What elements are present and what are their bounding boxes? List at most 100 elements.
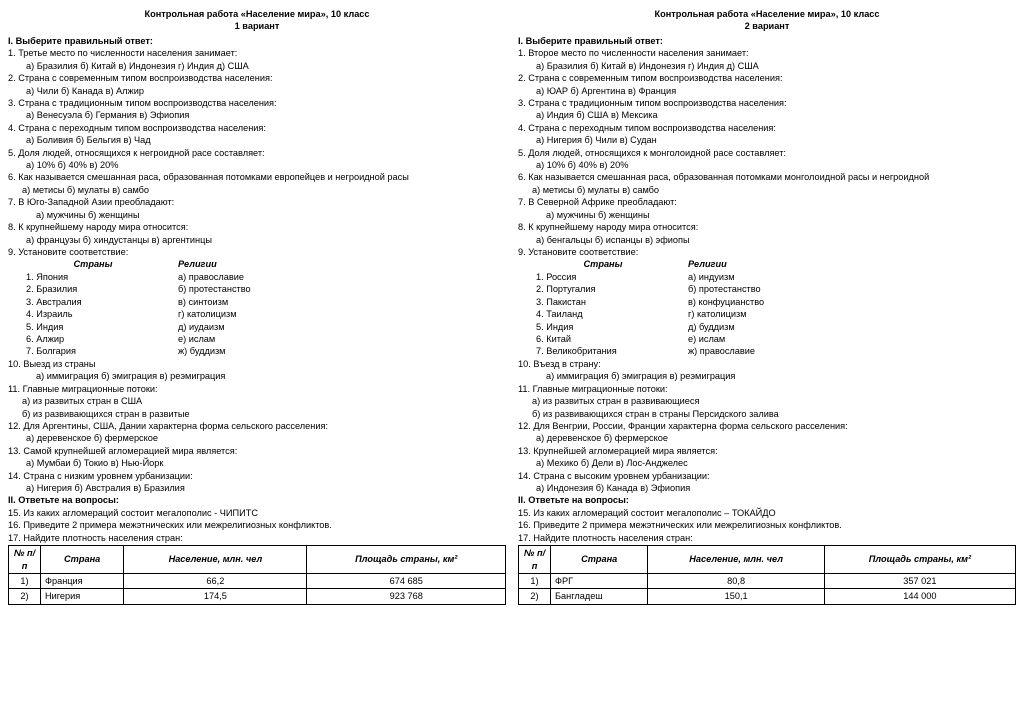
table-row: 2) Бангладеш 150,1 144 000 <box>519 589 1016 604</box>
table-row: 1) Франция 66,2 674 685 <box>9 573 506 588</box>
match-row: 5. Индияд) иудаизм <box>8 321 506 333</box>
q2: 2. Страна с современным типом воспроизво… <box>8 72 506 84</box>
q17: 17. Найдите плотность населения стран: <box>518 532 1016 544</box>
match-row: 5. Индияд) буддизм <box>518 321 1016 333</box>
q15: 15. Из каких агломераций состоит мегалоп… <box>8 507 506 519</box>
q10: 10. Въезд в страну: <box>518 358 1016 370</box>
q11b: б) из развивающихся стран в страны Перси… <box>518 408 1016 420</box>
match-row: 3. Пакистанв) конфуцианство <box>518 296 1016 308</box>
q4: 4. Страна с переходным типом воспроизвод… <box>8 122 506 134</box>
q12: 12. Для Венгрии, России, Франции характе… <box>518 420 1016 432</box>
q11a: а) из развитых стран в развивающиеся <box>518 395 1016 407</box>
q1: 1. Второе место по численности населения… <box>518 47 1016 59</box>
q3: 3. Страна с традиционным типом воспроизв… <box>8 97 506 109</box>
q12: 12. Для Аргентины, США, Дании характерна… <box>8 420 506 432</box>
q15: 15. Из каких агломераций состоит мегалоп… <box>518 507 1016 519</box>
q12-opts: а) деревенское б) фермерское <box>518 432 1016 444</box>
match-row: 2. Бразилияб) протестанство <box>8 283 506 295</box>
q16: 16. Приведите 2 примера межэтнических ил… <box>8 519 506 531</box>
q7-opts: а) мужчины б) женщины <box>518 209 1016 221</box>
th-country: Страна <box>41 546 124 574</box>
variant-1: Контрольная работа «Население мира», 10 … <box>8 8 506 605</box>
table-header-row: № п/п Страна Население, млн. чел Площадь… <box>519 546 1016 574</box>
q1-opts: а) Бразилия б) Китай в) Индонезия г) Инд… <box>518 60 1016 72</box>
title: Контрольная работа «Население мира», 10 … <box>518 8 1016 20</box>
q10: 10. Выезд из страны <box>8 358 506 370</box>
q8: 8. К крупнейшему народу мира относится: <box>518 221 1016 233</box>
q7: 7. В Северной Африке преобладают: <box>518 196 1016 208</box>
q1: 1. Третье место по численности населения… <box>8 47 506 59</box>
q11a: а) из развитых стран в США <box>8 395 506 407</box>
q2: 2. Страна с современным типом воспроизво… <box>518 72 1016 84</box>
table-row: 1) ФРГ 80,8 357 021 <box>519 573 1016 588</box>
density-table: № п/п Страна Население, млн. чел Площадь… <box>518 545 1016 605</box>
section-1-head: I. Выберите правильный ответ: <box>8 35 506 47</box>
section-2-head: II. Ответьте на вопросы: <box>518 494 1016 506</box>
q10-opts: а) иммиграция б) эмиграция в) реэмиграци… <box>518 370 1016 382</box>
table-header-row: № п/п Страна Население, млн. чел Площадь… <box>9 546 506 574</box>
match-row: 7. Великобританияж) православие <box>518 345 1016 357</box>
q3: 3. Страна с традиционным типом воспроизв… <box>518 97 1016 109</box>
q2-opts: а) ЮАР б) Аргентина в) Франция <box>518 85 1016 97</box>
q13-opts: а) Мехико б) Дели в) Лос-Анджелес <box>518 457 1016 469</box>
th-area: Площадь страны, км² <box>307 546 506 574</box>
match-header: Страны Религии <box>518 258 1016 270</box>
q13: 13. Крупнейшей агломерацией мира являетс… <box>518 445 1016 457</box>
q13: 13. Самой крупнейшей агломерацией мира я… <box>8 445 506 457</box>
q16: 16. Приведите 2 примера межэтнических ил… <box>518 519 1016 531</box>
q17: 17. Найдите плотность населения стран: <box>8 532 506 544</box>
q8-opts: а) бенгальцы б) испанцы в) эфиопы <box>518 234 1016 246</box>
match-row: 1. Японияа) православие <box>8 271 506 283</box>
q11: 11. Главные миграционные потоки: <box>8 383 506 395</box>
q8-opts: а) французы б) хиндустанцы в) аргентинцы <box>8 234 506 246</box>
th-area: Площадь страны, км² <box>824 546 1015 574</box>
density-table: № п/п Страна Население, млн. чел Площадь… <box>8 545 506 605</box>
q11b: б) из развивающихся стран в развитые <box>8 408 506 420</box>
match-row: 3. Австралияв) синтоизм <box>8 296 506 308</box>
match-row: 6. Китайе) ислам <box>518 333 1016 345</box>
q7: 7. В Юго-Западной Азии преобладают: <box>8 196 506 208</box>
q14: 14. Страна с высоким уровнем урбанизации… <box>518 470 1016 482</box>
q5-opts: а) 10% б) 40% в) 20% <box>8 159 506 171</box>
table-row: 2) Нигерия 174,5 923 768 <box>9 589 506 604</box>
th-pop: Население, млн. чел <box>648 546 824 574</box>
section-1-head: I. Выберите правильный ответ: <box>518 35 1016 47</box>
match-row: 4. Таиландг) католицизм <box>518 308 1016 320</box>
q3-opts: а) Венесуэла б) Германия в) Эфиопия <box>8 109 506 121</box>
match-row: 1. Россияа) индуизм <box>518 271 1016 283</box>
match-header: Страны Религии <box>8 258 506 270</box>
subtitle: 2 вариант <box>518 20 1016 32</box>
th-num: № п/п <box>9 546 41 574</box>
q14: 14. Страна с низким уровнем урбанизации: <box>8 470 506 482</box>
subtitle: 1 вариант <box>8 20 506 32</box>
match-col-b: Религии <box>688 258 727 270</box>
q4-opts: а) Боливия б) Бельгия в) Чад <box>8 134 506 146</box>
match-row: 4. Израильг) католицизм <box>8 308 506 320</box>
title: Контрольная работа «Население мира», 10 … <box>8 8 506 20</box>
th-country: Страна <box>551 546 648 574</box>
q4-opts: а) Нигерия б) Чили в) Судан <box>518 134 1016 146</box>
q5: 5. Доля людей, относящихся к негроидной … <box>8 147 506 159</box>
q9: 9. Установите соответствие: <box>518 246 1016 258</box>
q14-opts: а) Нигерия б) Австралия в) Бразилия <box>8 482 506 494</box>
q5-opts: а) 10% б) 40% в) 20% <box>518 159 1016 171</box>
match-row: 2. Португалияб) протестанство <box>518 283 1016 295</box>
q3-opts: а) Индия б) США в) Мексика <box>518 109 1016 121</box>
variant-2: Контрольная работа «Население мира», 10 … <box>518 8 1016 605</box>
q6: 6. Как называется смешанная раса, образо… <box>518 171 1016 183</box>
th-pop: Население, млн. чел <box>124 546 307 574</box>
q13-opts: а) Мумбаи б) Токио в) Нью-Йорк <box>8 457 506 469</box>
q6-opts: а) метисы б) мулаты в) самбо <box>518 184 1016 196</box>
match-col-a: Страны <box>518 258 688 270</box>
q12-opts: а) деревенское б) фермерское <box>8 432 506 444</box>
th-num: № п/п <box>519 546 551 574</box>
q1-opts: а) Бразилия б) Китай в) Индонезия г) Инд… <box>8 60 506 72</box>
match-col-a: Страны <box>8 258 178 270</box>
match-col-b: Религии <box>178 258 217 270</box>
q11: 11. Главные миграционные потоки: <box>518 383 1016 395</box>
q10-opts: а) иммиграция б) эмиграция в) реэмиграци… <box>8 370 506 382</box>
q2-opts: а) Чили б) Канада в) Алжир <box>8 85 506 97</box>
match-row: 7. Болгарияж) буддизм <box>8 345 506 357</box>
q6-opts: а) метисы б) мулаты в) самбо <box>8 184 506 196</box>
q9: 9. Установите соответствие: <box>8 246 506 258</box>
